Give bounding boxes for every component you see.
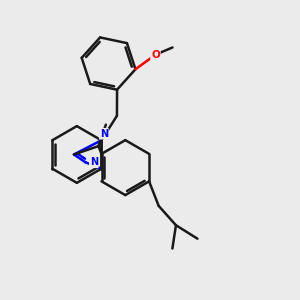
Text: N: N (90, 157, 98, 167)
Text: O: O (151, 50, 160, 60)
Text: N: N (100, 129, 108, 139)
